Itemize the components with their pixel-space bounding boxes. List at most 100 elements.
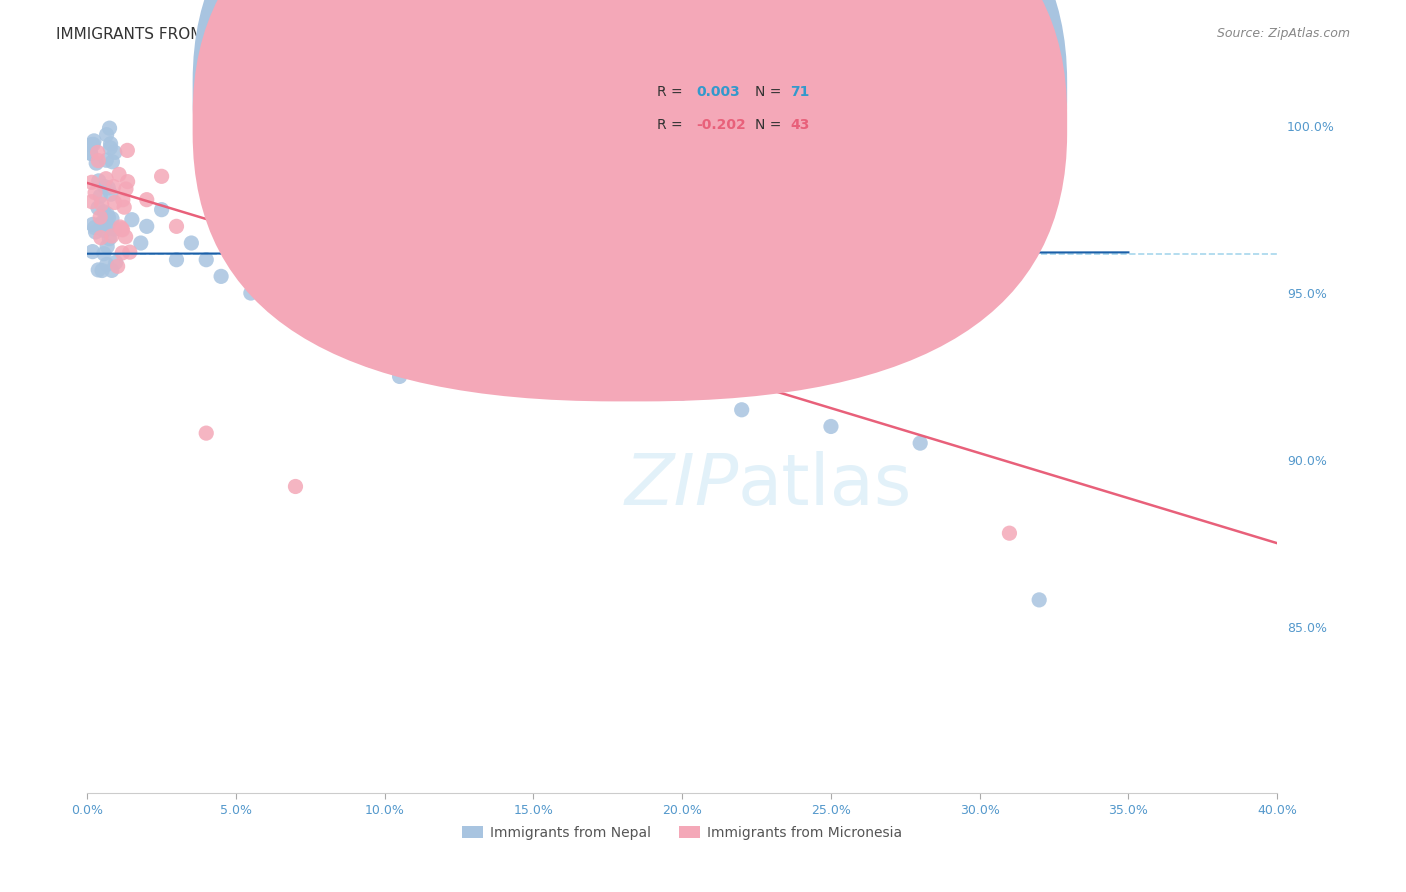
- Immigrants from Micronesia: [166, 219, 188, 234]
- Immigrants from Micronesia: [89, 210, 111, 224]
- Immigrants from Nepal: [225, 246, 247, 260]
- Immigrants from Nepal: [96, 207, 118, 221]
- Text: R =: R =: [657, 118, 686, 132]
- Immigrants from Micronesia: [111, 223, 134, 237]
- Immigrants from Nepal: [731, 402, 754, 417]
- Immigrants from Micronesia: [671, 336, 693, 351]
- Immigrants from Nepal: [239, 286, 262, 301]
- Text: 71: 71: [790, 85, 810, 99]
- Immigrants from Nepal: [87, 174, 110, 188]
- Text: atlas: atlas: [738, 450, 912, 520]
- Immigrants from Nepal: [93, 205, 115, 219]
- Immigrants from Micronesia: [108, 219, 131, 234]
- Immigrants from Micronesia: [284, 479, 307, 493]
- Immigrants from Nepal: [254, 260, 277, 274]
- Immigrants from Nepal: [820, 419, 842, 434]
- Immigrants from Micronesia: [107, 260, 129, 274]
- Immigrants from Nepal: [96, 257, 118, 271]
- Immigrants from Nepal: [97, 211, 120, 225]
- Immigrants from Nepal: [299, 319, 322, 334]
- Immigrants from Nepal: [93, 223, 115, 237]
- Immigrants from Micronesia: [225, 212, 247, 227]
- Immigrants from Nepal: [104, 145, 127, 160]
- Text: IMMIGRANTS FROM NEPAL VS IMMIGRANTS FROM MICRONESIA 9TH GRADE CORRELATION CHART: IMMIGRANTS FROM NEPAL VS IMMIGRANTS FROM…: [56, 27, 799, 42]
- Immigrants from Micronesia: [522, 319, 544, 334]
- Immigrants from Nepal: [83, 134, 105, 148]
- Legend: Immigrants from Nepal, Immigrants from Micronesia: Immigrants from Nepal, Immigrants from M…: [457, 820, 907, 845]
- Immigrants from Micronesia: [87, 153, 110, 168]
- Immigrants from Micronesia: [118, 245, 141, 260]
- Immigrants from Nepal: [612, 369, 634, 384]
- Immigrants from Micronesia: [117, 144, 139, 158]
- Immigrants from Nepal: [404, 293, 426, 307]
- Immigrants from Nepal: [103, 222, 125, 236]
- Immigrants from Micronesia: [115, 182, 138, 196]
- Immigrants from Nepal: [284, 286, 307, 301]
- Immigrants from Nepal: [82, 244, 104, 259]
- Immigrants from Nepal: [908, 436, 931, 450]
- Immigrants from Micronesia: [820, 326, 842, 340]
- Immigrants from Nepal: [522, 352, 544, 367]
- Text: 0.003: 0.003: [696, 85, 740, 99]
- Immigrants from Nepal: [93, 179, 115, 194]
- Immigrants from Nepal: [80, 137, 103, 152]
- Immigrants from Micronesia: [80, 194, 103, 209]
- Immigrants from Micronesia: [135, 193, 157, 207]
- Text: Source: ZipAtlas.com: Source: ZipAtlas.com: [1216, 27, 1350, 40]
- Immigrants from Micronesia: [374, 235, 396, 250]
- Immigrants from Nepal: [96, 239, 118, 253]
- Immigrants from Nepal: [82, 137, 104, 152]
- Immigrants from Nepal: [100, 187, 122, 202]
- Immigrants from Nepal: [100, 136, 122, 151]
- Immigrants from Nepal: [82, 218, 104, 232]
- Immigrants from Nepal: [209, 269, 232, 284]
- Immigrants from Nepal: [671, 386, 693, 401]
- Immigrants from Micronesia: [108, 168, 131, 182]
- Immigrants from Nepal: [87, 263, 110, 277]
- Immigrants from Nepal: [553, 359, 575, 374]
- Immigrants from Micronesia: [404, 260, 426, 274]
- Immigrants from Micronesia: [94, 171, 117, 186]
- Immigrants from Micronesia: [195, 426, 218, 441]
- Immigrants from Micronesia: [463, 302, 485, 317]
- Immigrants from Micronesia: [103, 179, 125, 194]
- Immigrants from Nepal: [374, 312, 396, 326]
- Immigrants from Nepal: [433, 326, 456, 340]
- Immigrants from Nepal: [1028, 593, 1050, 607]
- Immigrants from Nepal: [98, 121, 121, 136]
- Immigrants from Micronesia: [104, 195, 127, 210]
- Text: 43: 43: [790, 118, 810, 132]
- Immigrants from Nepal: [97, 219, 120, 234]
- Immigrants from Nepal: [84, 225, 107, 239]
- Immigrants from Micronesia: [110, 221, 132, 235]
- Text: N =: N =: [755, 118, 786, 132]
- Immigrants from Nepal: [79, 146, 101, 161]
- Immigrants from Nepal: [98, 232, 121, 246]
- Immigrants from Nepal: [329, 336, 352, 351]
- Immigrants from Nepal: [150, 202, 173, 217]
- Immigrants from Nepal: [97, 181, 120, 195]
- Immigrants from Nepal: [166, 252, 188, 267]
- Text: -0.202: -0.202: [696, 118, 745, 132]
- Immigrants from Nepal: [96, 128, 118, 142]
- Immigrants from Nepal: [129, 235, 152, 250]
- Immigrants from Nepal: [91, 263, 114, 277]
- Immigrants from Micronesia: [314, 252, 336, 267]
- Immigrants from Nepal: [80, 146, 103, 161]
- Immigrants from Nepal: [87, 201, 110, 215]
- Immigrants from Nepal: [98, 141, 121, 155]
- Immigrants from Nepal: [180, 235, 202, 250]
- Immigrants from Micronesia: [114, 229, 136, 244]
- Immigrants from Micronesia: [117, 175, 139, 189]
- Immigrants from Micronesia: [433, 286, 456, 301]
- Immigrants from Nepal: [104, 255, 127, 269]
- Immigrants from Nepal: [101, 211, 124, 226]
- Immigrants from Micronesia: [80, 175, 103, 189]
- Immigrants from Nepal: [463, 336, 485, 351]
- Immigrants from Micronesia: [111, 246, 134, 260]
- Immigrants from Micronesia: [84, 186, 107, 200]
- Immigrants from Nepal: [90, 216, 112, 230]
- Immigrants from Nepal: [388, 369, 411, 384]
- Immigrants from Micronesia: [86, 145, 108, 160]
- Immigrants from Nepal: [93, 246, 115, 260]
